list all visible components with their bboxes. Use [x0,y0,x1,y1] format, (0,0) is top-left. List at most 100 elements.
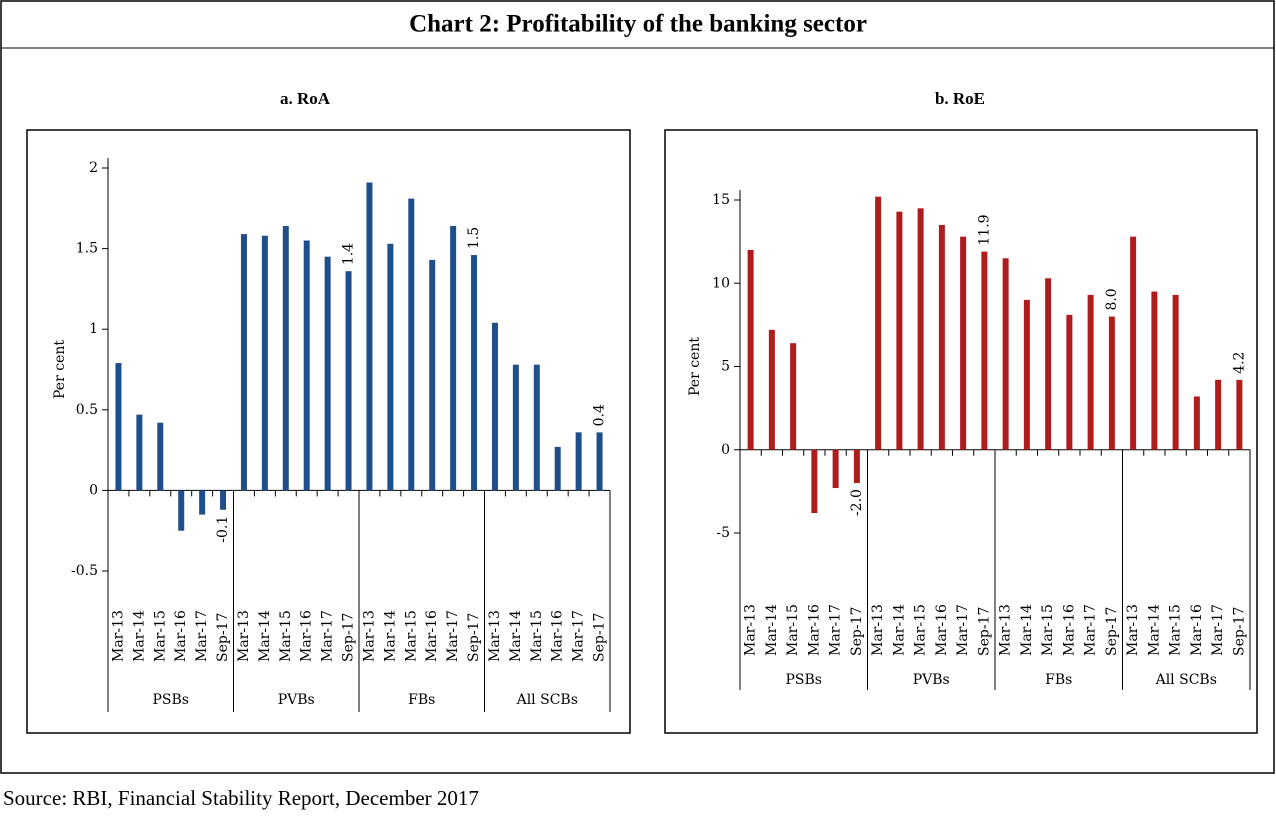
group-label: FBs [408,692,435,708]
bar [575,432,582,491]
group-label: All SCBs [516,692,578,708]
bar [387,243,394,491]
y-tick-label: 2 [89,160,98,176]
x-tick-label: Mar-16 [934,604,950,656]
value-label: 1.5 [466,227,482,249]
bar [366,182,373,491]
bar [157,422,164,491]
x-tick-label: Mar-16 [424,610,440,662]
bar [324,256,331,491]
chart-title: b. RoE [935,89,985,108]
group-label: PSBs [786,672,822,688]
x-tick-label: Mar-14 [1019,604,1035,656]
value-label: 8.0 [1104,288,1120,310]
x-tick-label: Mar-13 [870,604,886,656]
x-tick-label: Sep-17 [1231,607,1247,656]
x-tick-label: Mar-16 [1189,604,1205,656]
x-tick-label: Mar-17 [194,610,210,662]
bar [240,234,247,491]
bar [136,414,143,491]
x-tick-label: Mar-16 [173,610,189,662]
x-tick-label: Mar-17 [445,610,461,662]
x-tick-label: Mar-16 [550,610,566,662]
bar [960,236,967,450]
bar [1151,291,1158,450]
x-tick-label: Mar-14 [891,604,907,656]
bar [938,224,945,450]
x-tick-label: Mar-15 [278,610,294,662]
group-label: FBs [1045,672,1072,688]
bar [115,363,122,491]
group-label: PVBs [278,692,315,708]
chart-title: a. RoA [280,89,331,108]
x-tick-label: Mar-13 [1125,604,1141,656]
group-label: PVBs [913,672,950,688]
bar [875,196,882,450]
y-tick-label: 1.5 [76,241,98,257]
bar [853,449,860,484]
y-axis-title: Per cent [687,337,703,396]
bar [408,198,415,491]
bar [282,226,289,491]
x-tick-label: Mar-17 [571,610,587,662]
bar [1215,379,1222,450]
x-tick-label: Sep-17 [1104,607,1120,656]
y-tick-label: 0.5 [76,402,98,418]
group-label: All SCBs [1155,672,1217,688]
x-tick-label: Mar-16 [299,610,315,662]
bar [450,226,457,491]
bar [1193,396,1200,450]
value-label: 4.2 [1231,352,1247,374]
bar [981,251,988,450]
bar [1108,316,1115,450]
y-tick-label: -0.5 [71,563,98,579]
bar [1045,278,1052,450]
panel-frame [26,129,631,734]
value-label: 11.9 [976,214,992,245]
bar [199,490,206,515]
bar [832,449,839,489]
bar [917,208,924,450]
bar [512,364,519,491]
y-tick-label: 10 [712,275,730,291]
x-tick-label: Mar-14 [1146,604,1162,656]
y-tick-label: 0 [721,442,730,458]
x-tick-label: Mar-15 [152,610,168,662]
bar [747,249,754,450]
header-title: Chart 2: Profitability of the banking se… [409,11,867,38]
x-tick-label: Mar-15 [913,604,929,656]
panel-frame [664,129,1258,734]
bar [811,449,818,514]
x-tick-label: Mar-16 [806,604,822,656]
source-note: Source: RBI, Financial Stability Report,… [3,786,479,810]
x-tick-label: Mar-13 [743,604,759,656]
x-tick-label: Mar-14 [508,610,524,662]
bar [1236,379,1243,450]
bar [1023,299,1030,450]
bar [261,235,268,491]
bar [491,322,498,491]
x-tick-label: Sep-17 [849,607,865,656]
x-tick-label: Mar-15 [1168,604,1184,656]
bar [533,364,540,491]
x-tick-label: Mar-17 [955,604,971,656]
bar [220,490,227,510]
x-tick-label: Mar-14 [764,604,780,656]
bar [1087,294,1094,450]
bar [896,211,903,450]
x-tick-label: Mar-17 [1083,604,1099,656]
bar [471,255,478,491]
x-tick-label: Sep-17 [466,613,482,662]
bar [1002,258,1009,450]
bar [178,490,185,531]
bar [1066,314,1073,450]
value-label: -2.0 [849,489,865,516]
x-tick-label: Mar-13 [998,604,1014,656]
x-tick-label: Mar-15 [785,604,801,656]
outer-frame [0,0,1275,774]
x-tick-label: Mar-17 [320,610,336,662]
y-tick-label: 5 [721,359,730,375]
bar [554,446,561,491]
x-tick-label: Sep-17 [592,613,608,662]
